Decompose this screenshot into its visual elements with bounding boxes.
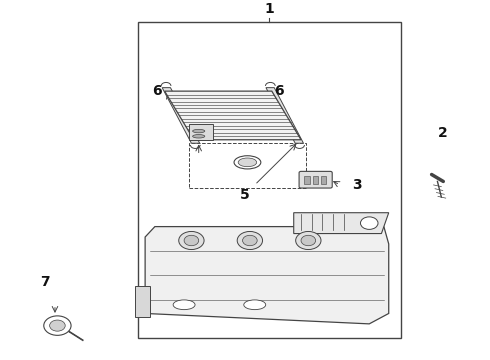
Circle shape [44,316,71,335]
Text: 2: 2 [438,126,447,140]
Text: 6: 6 [152,84,162,98]
Circle shape [295,231,321,249]
Text: 3: 3 [352,178,362,192]
Circle shape [237,231,263,249]
Text: 1: 1 [265,3,274,17]
Bar [321,176,326,184]
Bar [138,22,401,338]
Polygon shape [266,87,303,143]
FancyBboxPatch shape [299,171,332,188]
Ellipse shape [238,158,257,167]
Text: 5: 5 [240,188,250,202]
Text: 4: 4 [172,237,182,251]
Polygon shape [162,87,200,143]
Text: 6: 6 [274,84,284,98]
Ellipse shape [244,300,266,310]
Circle shape [184,235,199,246]
Polygon shape [189,124,213,140]
Ellipse shape [193,129,205,133]
Polygon shape [294,213,389,234]
Text: 7: 7 [41,275,50,289]
Circle shape [179,231,204,249]
Polygon shape [165,91,301,140]
Ellipse shape [234,156,261,169]
Ellipse shape [173,300,195,310]
Circle shape [49,320,65,331]
Polygon shape [145,226,389,324]
Polygon shape [135,286,150,317]
Polygon shape [189,143,306,188]
Bar [304,176,310,184]
Circle shape [243,235,257,246]
Circle shape [361,217,378,229]
Circle shape [301,235,316,246]
Bar [313,176,318,184]
Ellipse shape [193,135,205,138]
